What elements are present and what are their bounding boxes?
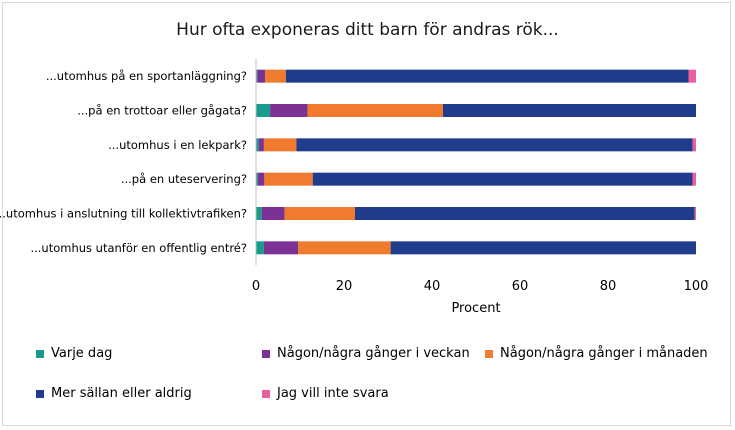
bar-segment [256, 172, 258, 186]
legend-item: Varje dag [36, 346, 112, 361]
bar-segment [263, 241, 299, 255]
bar-segment [256, 69, 258, 83]
legend-label: Någon/några gånger i veckan [277, 346, 470, 361]
bar-segment [257, 69, 266, 83]
bar-segment [284, 207, 355, 220]
x-tick-label: 20 [336, 279, 353, 294]
category-label: ...på en trottoar eller gågata? [77, 104, 247, 118]
bar-segment [692, 138, 696, 152]
x-tick-label: 40 [424, 279, 441, 294]
legend-swatch [36, 349, 44, 358]
x-tick-label: 60 [512, 279, 529, 294]
bar-segment [355, 207, 695, 220]
bar-segment [307, 104, 443, 117]
legend-swatch [36, 389, 44, 398]
bar-segment [256, 207, 262, 220]
legend-item: Någon/några gånger i månaden [485, 346, 708, 361]
legend-label: Jag vill inte svara [277, 386, 389, 401]
category-label: ...på en uteservering? [121, 172, 247, 186]
bar-segment [296, 138, 693, 152]
category-label: ...utomhus i anslutning till kollektivtr… [0, 207, 247, 221]
legend-label: Någon/några gånger i månaden [500, 346, 708, 361]
bar-segment [265, 69, 286, 83]
legend-label: Mer sällan eller aldrig [51, 386, 192, 401]
bar-segment [298, 241, 391, 255]
x-tick-label: 80 [600, 279, 617, 294]
legend-swatch [485, 349, 493, 358]
bar-segment [264, 172, 313, 186]
bar-segment [443, 104, 696, 117]
legend-item: Mer sällan eller aldrig [36, 386, 192, 401]
legend-swatch [262, 349, 270, 358]
bar-segment [285, 69, 689, 83]
bar-segment [688, 69, 696, 83]
legend-item: Jag vill inte svara [262, 386, 389, 401]
legend-item: Någon/några gånger i veckan [262, 346, 470, 361]
bar-segment [312, 172, 693, 186]
category-label: ...utomhus i en lekpark? [108, 138, 247, 152]
bar-segment [257, 172, 265, 186]
legend-label: Varje dag [51, 346, 113, 361]
bar-segment [256, 104, 271, 117]
chart-title: Hur ofta exponeras ditt barn för andras … [176, 20, 559, 40]
x-axis-title: Procent [451, 301, 500, 316]
bar-segment [694, 207, 696, 220]
legend-swatch [262, 389, 270, 398]
bar-segment [261, 207, 285, 220]
bar-segment [390, 241, 696, 255]
bar-segment [692, 172, 696, 186]
bar-segment [270, 104, 308, 117]
category-label: ...utomhus utanför en offentlig entré? [30, 241, 247, 255]
bar-segment [258, 138, 264, 152]
bar-segment [263, 138, 297, 152]
bar-segment [256, 138, 259, 152]
x-tick-label: 100 [684, 279, 709, 294]
x-tick-label: 0 [252, 279, 260, 294]
bar-segment [256, 241, 264, 255]
category-label: ...utomhus på en sportanläggning? [46, 69, 247, 83]
